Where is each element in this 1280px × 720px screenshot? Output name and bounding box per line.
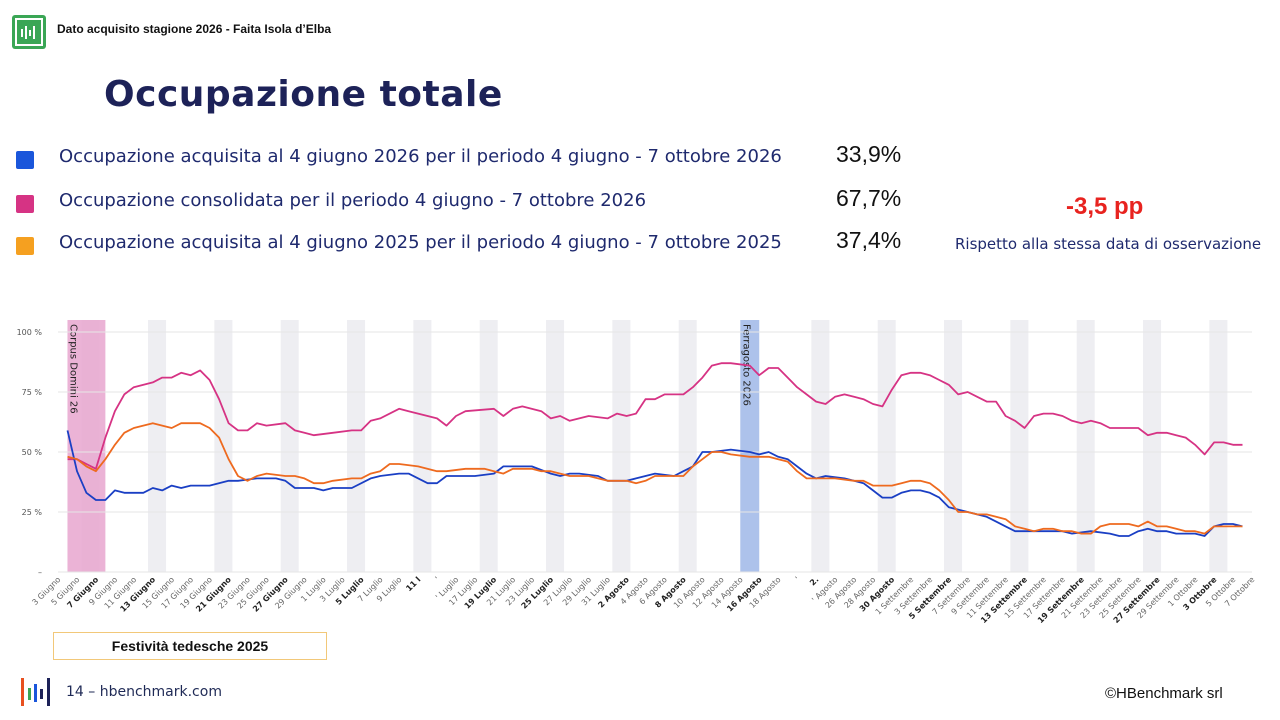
- legend-value: 67,7%: [836, 185, 902, 211]
- footer-page-text: 14 – hbenchmark.com: [66, 684, 222, 700]
- delta-value: -3,5 pp: [1066, 193, 1144, 220]
- y-tick-label: –: [38, 568, 42, 577]
- weekend-band: [280, 320, 299, 572]
- weekend-band: [546, 320, 565, 572]
- event-band: [67, 320, 106, 572]
- y-tick-label: 100 %: [17, 328, 43, 337]
- weekend-band: [1076, 320, 1095, 572]
- weekend-band: [678, 320, 697, 572]
- weekend-band: [347, 320, 366, 572]
- weekend-band: [1010, 320, 1029, 572]
- legend-label: Occupazione consolidata per il periodo 4…: [59, 190, 647, 211]
- weekend-band: [148, 320, 167, 572]
- weekend-band: [1143, 320, 1162, 572]
- weekend-band: [877, 320, 896, 572]
- x-tick-label: 2.: [808, 575, 820, 587]
- legend-row-2026-acquired: Occupazione acquisita al 4 giugno 2026 p…: [16, 141, 916, 173]
- x-tick-label: ': [794, 575, 802, 583]
- weekend-band: [944, 320, 963, 572]
- legend-swatch-blue: [16, 151, 34, 169]
- legend-value: 33,9%: [836, 141, 902, 167]
- copyright-text: ©HBenchmark srl: [1105, 685, 1223, 702]
- legend-row-2025-acquired: Occupazione acquisita al 4 giugno 2025 p…: [16, 227, 916, 259]
- weekend-band: [1209, 320, 1228, 572]
- weekend-band: [612, 320, 631, 572]
- occupancy-line-chart: Corpus Domini 26 Ferragosto 2026–25 %50 %…: [17, 320, 1256, 625]
- series-line-1: [66, 430, 1243, 537]
- x-tick-label: 11 l: [404, 575, 422, 593]
- weekend-band: [479, 320, 498, 572]
- legend-row-2026-consolidated: Occupazione consolidata per il periodo 4…: [16, 185, 916, 217]
- x-tick-label: ': [434, 575, 442, 583]
- event-label: Corpus Domini 26: [67, 324, 78, 414]
- legend-label: Occupazione acquisita al 4 giugno 2025 p…: [59, 232, 782, 253]
- legend-label: Occupazione acquisita al 4 giugno 2026 p…: [59, 146, 782, 167]
- brand-logo-top: [12, 15, 46, 49]
- series-line-2: [67, 422, 1243, 535]
- page-title: Occupazione totale: [104, 74, 503, 115]
- bars-icon: [15, 18, 43, 46]
- legend-value: 37,4%: [836, 227, 902, 253]
- legend-swatch-magenta: [16, 195, 34, 213]
- bars-icon: [21, 678, 50, 706]
- header-text: Dato acquisito stagione 2026 - Faita Iso…: [57, 22, 332, 36]
- event-band: [740, 320, 760, 572]
- delta-note: Rispetto alla stessa data di osservazion…: [955, 235, 1262, 253]
- y-tick-label: 25 %: [22, 508, 43, 517]
- weekend-band: [811, 320, 830, 572]
- y-tick-label: 75 %: [22, 388, 43, 397]
- legend-swatch-orange: [16, 237, 34, 255]
- weekend-band: [413, 320, 432, 572]
- holiday-legend-box: Festività tedesche 2025: [53, 632, 327, 660]
- brand-logo-bottom: [20, 676, 54, 708]
- series-line-0: [67, 362, 1243, 470]
- y-tick-label: 50 %: [22, 448, 43, 457]
